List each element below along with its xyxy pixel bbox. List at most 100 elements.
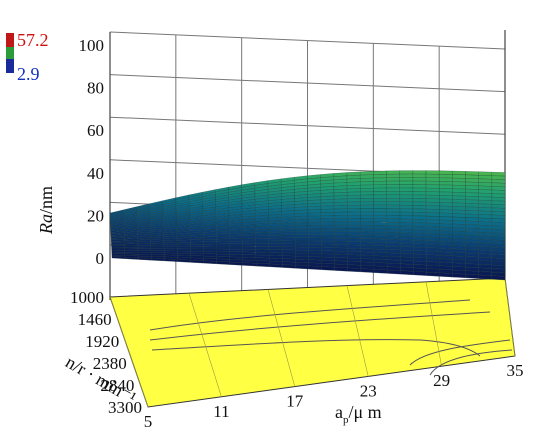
surface-patch [452,192,466,197]
surface-patch [268,243,283,247]
surface-patch [294,225,309,229]
surface-patch [360,251,375,256]
surface-patch [465,196,479,201]
surface-patch [255,243,270,247]
surface-patch [320,218,335,223]
surface-patch [307,218,322,223]
surface-patch [242,238,256,242]
surface-patch [491,182,506,187]
surface-patch [360,235,374,240]
surface-patch [242,249,257,253]
surface-patch [334,208,348,213]
surface-patch [413,239,427,245]
surface-patch [334,241,348,246]
surface-patch [360,211,374,216]
surface-patch [360,241,374,246]
surface-patch [268,237,283,242]
surface-patch [439,198,453,203]
surface-patch [360,231,374,236]
y-tick-label: 1460 [78,310,112,329]
surface-patch [334,221,348,226]
colorbar-min-label: 2.9 [17,64,40,84]
surface-patch [465,188,479,194]
surface-patch [452,185,466,190]
surface-patch [360,188,374,192]
surface-patch [491,186,506,191]
surface-patch [465,174,479,179]
colorbar: 57.2 2.9 [6,30,49,84]
surface-patch [399,184,414,189]
surface-patch [333,202,348,206]
surface-patch [412,173,427,178]
surface-patch [478,224,492,230]
surface-patch [386,218,401,223]
z-tick-label: 40 [87,164,104,183]
surface-patch [491,193,506,198]
surface-patch [177,259,191,263]
surface-patch [439,272,453,278]
surface-patch [491,200,506,205]
surface-patch [465,274,479,279]
surface-patch [360,225,374,229]
surface-patch [294,219,309,223]
surface-patch [399,170,413,175]
surface-patch [399,225,414,230]
surface-patch [360,245,374,250]
surface-patch [439,174,453,179]
surface-patch [203,243,217,247]
surface-patch [386,245,401,251]
surface-patch [307,212,322,217]
surface-patch [281,252,296,257]
surface-patch [163,242,178,246]
surface-patch [163,248,178,252]
surface-patch [452,195,466,200]
surface-patch [229,243,243,247]
surface-patch [399,205,414,209]
surface-patch [294,228,309,232]
surface-patch [373,221,387,226]
y-tick-label: 2380 [93,354,127,373]
surface-patch [491,207,506,213]
surface-patch [321,228,335,232]
surface-patch [216,251,230,255]
surface-patch [321,225,335,229]
surface-patch [307,209,322,214]
surface-patch [413,271,427,276]
surface-patch [347,225,361,229]
surface-patch [386,180,400,185]
surface-patch [229,261,244,266]
surface-patch [425,198,440,203]
surface-patch [413,236,427,241]
surface-patch [439,226,453,232]
surface-patch [229,248,243,253]
surface-patch [373,215,387,219]
surface-patch [347,188,361,193]
surface-patch [295,246,309,251]
surface-patch [373,228,387,233]
surface-patch [412,212,427,217]
wall-grid-line [109,74,506,93]
surface-patch [268,249,283,253]
surface-patch [412,170,427,175]
contour-floor [109,277,516,408]
surface-patch [452,170,466,176]
surface-patch [399,229,414,234]
surface-patch [150,248,165,252]
contour-plane [109,277,516,408]
surface-patch [334,247,348,252]
surface-patch [203,238,217,242]
floor-grid-line [425,281,442,367]
surface-patch [399,187,414,192]
surface-patch [268,223,282,227]
surface-patch [268,234,283,239]
surface-patch [373,225,387,230]
surface-patch [465,206,479,212]
surface-patch [216,236,230,240]
surface-patch [203,248,217,252]
surface-patch [203,241,217,245]
surface-patch [373,184,387,189]
surface-patch [281,237,296,242]
surface-patch [321,247,335,252]
surface-patch [268,246,283,250]
surface-patch [386,170,400,175]
